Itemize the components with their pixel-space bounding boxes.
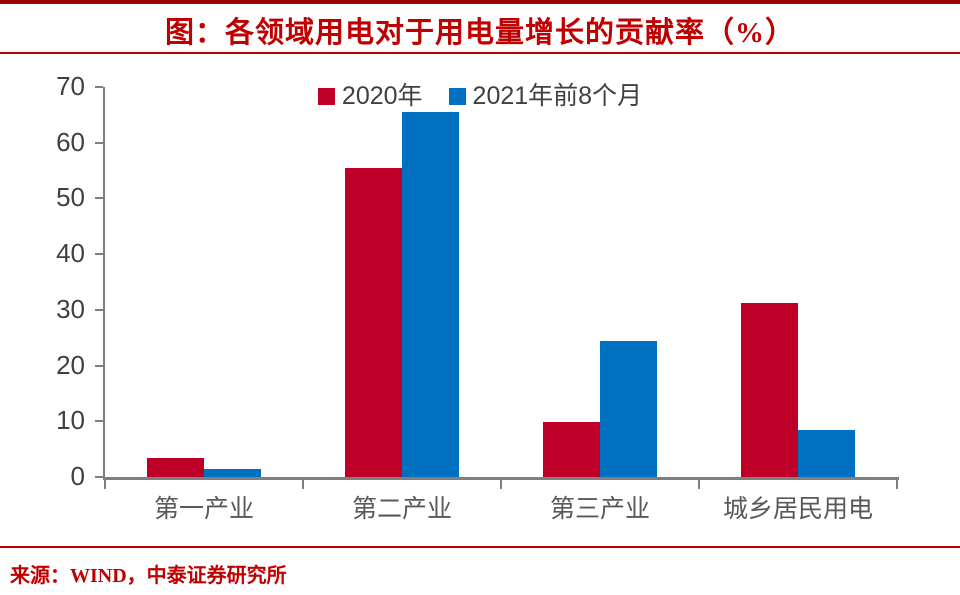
- y-axis-tick-label: 40: [56, 238, 85, 269]
- bar-series0-cat0: [147, 457, 204, 477]
- x-axis-category-label: 第二产业: [351, 496, 452, 523]
- legend-swatch-red: [317, 88, 335, 105]
- chart-title: 图：各领域用电对于用电量增长的贡献率（%）: [164, 17, 795, 49]
- title-divider: [0, 52, 960, 54]
- bar-series0-cat3: [741, 303, 798, 477]
- chart-legend: 2020年 2021年前8个月: [0, 84, 960, 109]
- y-axis-tick-label: 70: [56, 71, 85, 101]
- y-axis-tick-label: 30: [56, 293, 85, 324]
- y-axis-tick: [95, 141, 103, 144]
- top-divider: [0, 0, 960, 4]
- source-note: 来源：WIND，中泰证券研究所: [10, 565, 287, 587]
- legend-label-2021: 2021年前8个月: [472, 82, 643, 110]
- y-axis-tick-label: 10: [56, 405, 85, 436]
- x-axis-category-label: 城乡居民用电: [722, 496, 873, 523]
- x-axis-tick: [302, 477, 304, 489]
- bar-series1-cat3: [798, 430, 855, 477]
- y-axis-tick-label: 0: [70, 461, 85, 491]
- legend-item-2021: 2021年前8个月: [448, 82, 643, 110]
- y-axis-tick: [95, 364, 103, 367]
- y-axis-tick: [95, 253, 103, 256]
- y-axis-line: [103, 87, 105, 480]
- x-axis-category-label: 第三产业: [549, 496, 650, 523]
- legend-swatch-blue: [448, 88, 466, 105]
- bar-series1-cat2: [600, 340, 657, 477]
- footer-divider: [0, 546, 960, 548]
- y-axis-tick-label: 60: [56, 126, 85, 157]
- bar-series0-cat1: [345, 167, 402, 477]
- bar-series0-cat2: [543, 421, 600, 477]
- y-axis-tick: [95, 420, 103, 423]
- x-axis-tick: [500, 477, 502, 489]
- y-axis-tick-label: 50: [56, 182, 85, 213]
- bar-series1-cat0: [204, 468, 261, 477]
- y-axis-tick: [95, 197, 103, 200]
- legend-label-2020: 2020年: [341, 82, 423, 110]
- y-axis-tick: [95, 476, 103, 478]
- legend-item-2020: 2020年: [317, 82, 423, 110]
- x-axis-tick: [104, 477, 106, 489]
- y-axis-tick-label: 20: [56, 349, 85, 380]
- x-axis-tick: [896, 477, 898, 489]
- y-axis-tick: [95, 86, 103, 88]
- x-axis-tick: [698, 477, 700, 489]
- x-axis-category-label: 第一产业: [153, 496, 254, 523]
- bar-series1-cat1: [402, 111, 459, 477]
- y-axis-tick: [95, 308, 103, 311]
